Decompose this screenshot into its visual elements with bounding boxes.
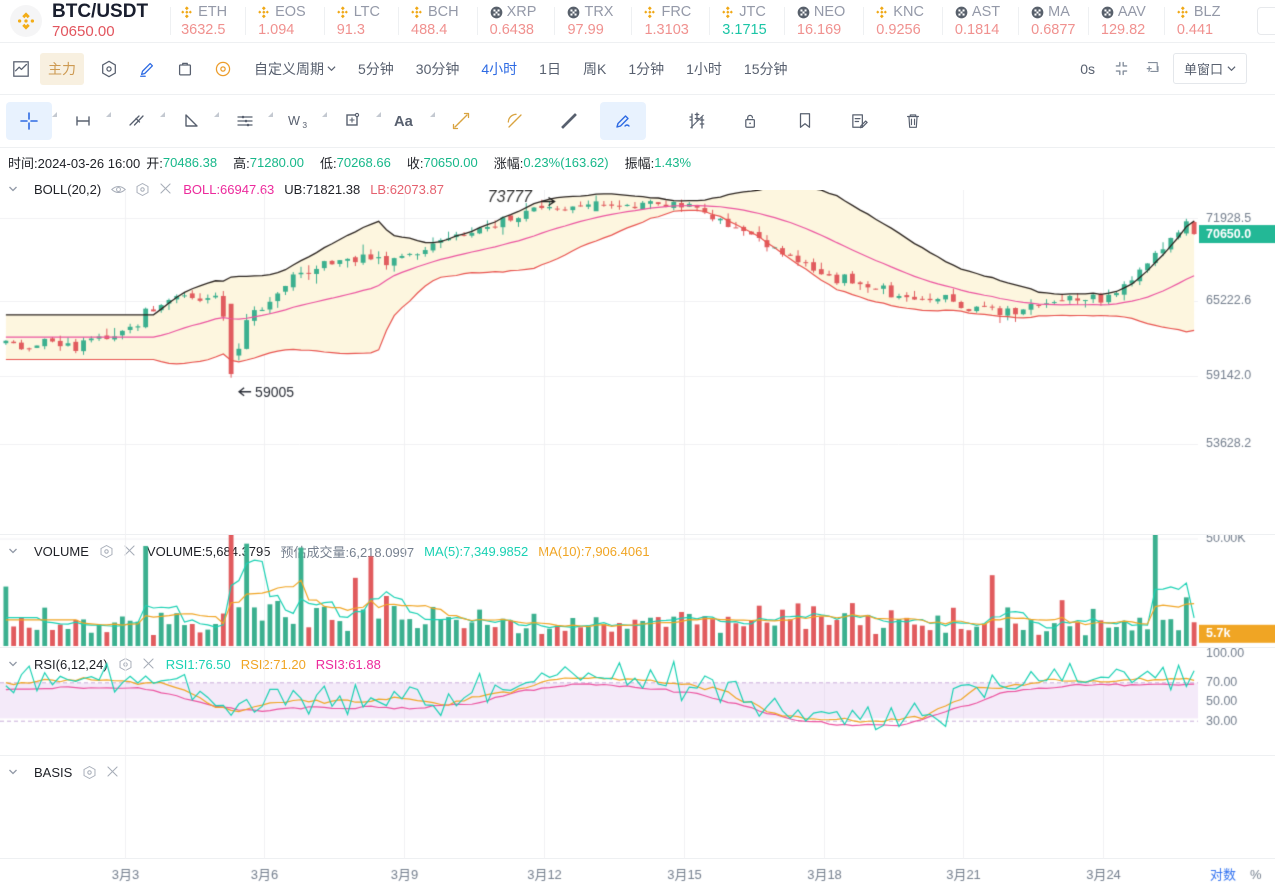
svg-text:3: 3 [302, 120, 307, 129]
svg-text:W: W [288, 114, 300, 128]
svg-text:Aa: Aa [394, 114, 414, 130]
